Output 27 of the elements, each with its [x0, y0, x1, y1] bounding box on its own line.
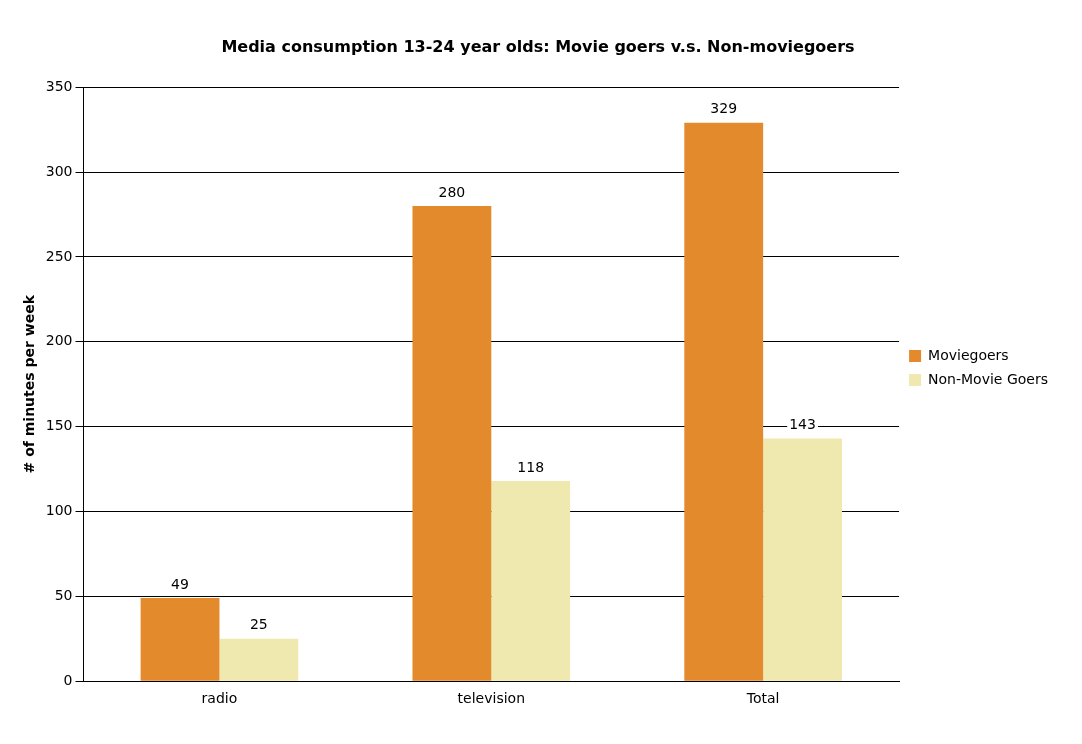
bar — [219, 638, 299, 681]
data-label: 49 — [171, 575, 189, 592]
chart-title: Media consumption 13-24 year olds: Movie goers v.s. Non-moviegoers — [221, 36, 855, 56]
y-axis-title: # of minutes per week — [21, 294, 38, 474]
y-tick-label: 150 — [45, 417, 73, 434]
x-tick-label: radio — [201, 690, 238, 707]
data-label: 329 — [710, 100, 738, 117]
legend-label: Non-Movie Goers — [928, 370, 1049, 387]
y-tick-label: 300 — [45, 162, 73, 179]
x-tick-label: Total — [745, 690, 780, 707]
data-label: 280 — [438, 183, 466, 200]
bar — [491, 480, 571, 681]
data-label: 118 — [517, 458, 545, 475]
bar — [412, 206, 492, 681]
y-tick-label: 200 — [45, 332, 73, 349]
y-tick-label: 250 — [45, 247, 73, 264]
y-tick-label: 350 — [45, 77, 73, 94]
x-tick-label: television — [457, 690, 525, 707]
y-tick-label: 100 — [45, 502, 73, 519]
bar — [763, 438, 842, 681]
y-tick-label: 0 — [63, 671, 73, 688]
data-label: 25 — [249, 616, 268, 633]
bar — [684, 122, 764, 681]
legend-label: Moviegoers — [928, 346, 1009, 363]
y-tick-label: 50 — [54, 586, 73, 603]
data-label: 143 — [789, 416, 816, 433]
bar — [140, 598, 220, 681]
